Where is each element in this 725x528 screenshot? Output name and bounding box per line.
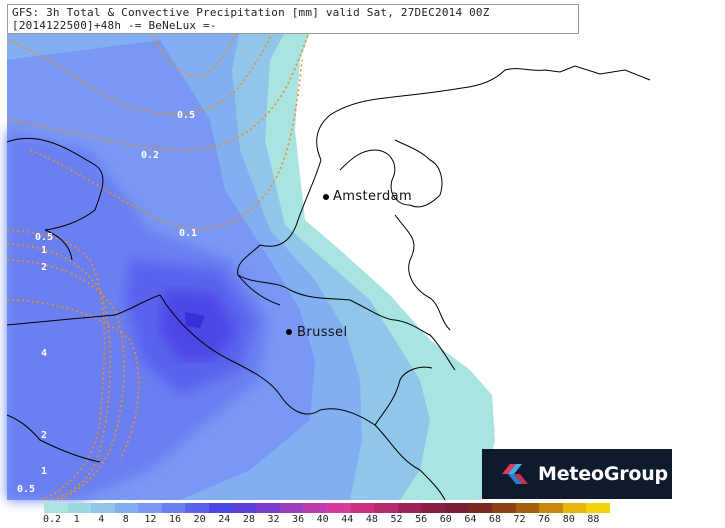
- meteogroup-logo: MeteoGroup: [482, 449, 672, 499]
- contour-label-1-west: 1: [41, 245, 48, 256]
- brussel-marker: [286, 329, 292, 335]
- legend-color-swatch: [515, 503, 540, 513]
- contour-label-2-south: 2: [41, 430, 48, 441]
- city-label-amsterdam: Amsterdam: [333, 189, 413, 204]
- contour-label-2-west: 2: [41, 262, 48, 273]
- legend-color-swatch: [421, 503, 445, 513]
- header-subtitle: [2014122500]+48h -= BeNeLux =-: [12, 19, 217, 32]
- legend-label: 68: [488, 514, 501, 525]
- legend-color-swatch: [138, 503, 162, 513]
- legend-color-swatch: [586, 503, 610, 513]
- legend-label: 80: [562, 514, 575, 525]
- legend-color-swatch: [161, 503, 186, 513]
- color-scale-labels: 0.2 1 4 8 12 16 20 24 28 32 36 40 44 48 52 56 60 64 68 72 76…: [42, 514, 610, 528]
- meteogroup-logo-icon: [502, 464, 528, 484]
- legend-color-swatch: [562, 503, 587, 513]
- legend-color-swatch: [279, 503, 304, 513]
- legend-color-swatch: [303, 503, 327, 513]
- legend-color-swatch: [209, 503, 233, 513]
- legend-color-swatch: [350, 503, 375, 513]
- coast-uk: [6, 137, 104, 231]
- border-fr-be: [159, 294, 421, 471]
- legend-label: 1: [73, 514, 80, 525]
- legend-color-swatch: [185, 503, 210, 513]
- isoline-0.5-sw: [6, 229, 106, 501]
- legend-label: 36: [292, 514, 305, 525]
- legend-label: 64: [464, 514, 477, 525]
- contour-label-4: 4: [41, 348, 48, 359]
- contour-label-0.5-south: 0.5: [17, 484, 36, 495]
- legend-color-swatch: [468, 503, 492, 513]
- map-header: GFS: 3h Total & Convective Precipitation…: [7, 4, 579, 34]
- coast-be: [237, 274, 281, 306]
- legend-color-swatch: [397, 503, 422, 513]
- city-label-brussel: Brussel: [297, 325, 348, 340]
- header-title: GFS: 3h Total & Convective Precipitation…: [12, 6, 490, 19]
- legend-color-swatch: [326, 503, 351, 513]
- legend-color-swatch: [374, 503, 398, 513]
- legend-label: 72: [513, 514, 526, 525]
- legend-label: 52: [390, 514, 403, 525]
- legend-label: 88: [587, 514, 600, 525]
- legend-label: 56: [415, 514, 428, 525]
- contour-label-0.5-north: 0.5: [177, 110, 196, 121]
- isoline-4-sw: [6, 299, 140, 461]
- legend-color-swatch: [256, 503, 280, 513]
- border-nl-be: [349, 299, 456, 371]
- legend-color-swatch: [91, 503, 115, 513]
- legend-label: 20: [193, 514, 206, 525]
- ijsselmeer: [339, 139, 443, 208]
- border-nl-de: [394, 214, 451, 331]
- legend-color-swatch: [444, 503, 469, 513]
- inland-border-sw: [6, 414, 101, 463]
- isoline-0.5-ring: [6, 3, 286, 115]
- coast-uk-south: [44, 229, 73, 261]
- legend-label: 16: [169, 514, 182, 525]
- contour-label-0.5-west: 0.5: [35, 232, 54, 243]
- legend-label: 8: [122, 514, 129, 525]
- isoline-0.1: [29, 59, 303, 230]
- legend-color-swatch: [491, 503, 516, 513]
- legend-label: 0.2: [42, 514, 62, 525]
- border-be-lu: [374, 366, 433, 426]
- isoline-1-sw: [6, 243, 111, 501]
- legend-color-swatch: [44, 503, 68, 513]
- coast-fr: [6, 294, 161, 326]
- legend-label: 12: [144, 514, 157, 525]
- legend-color-swatch: [67, 503, 92, 513]
- legend-label: 24: [218, 514, 231, 525]
- coast-north-nl: [316, 65, 651, 161]
- legend-color-swatch: [232, 503, 257, 513]
- borders: [6, 65, 651, 501]
- legend-color-swatch: [539, 503, 563, 513]
- legend-label: 44: [341, 514, 354, 525]
- legend-label: 4: [98, 514, 105, 525]
- isoline-0.2: [6, 3, 319, 151]
- meteogroup-logo-text: MeteoGroup: [538, 463, 668, 485]
- legend-label: 28: [242, 514, 255, 525]
- precipitation-field: [7, 4, 495, 500]
- coast-west-nl: [237, 159, 351, 301]
- border-lu-fr: [419, 469, 446, 501]
- contour-label-1-south: 1: [41, 466, 48, 477]
- legend-label: 60: [439, 514, 452, 525]
- legend-color-swatch: [114, 503, 139, 513]
- color-scale-bar: [44, 503, 610, 513]
- legend-label: 48: [365, 514, 378, 525]
- legend-label: 32: [267, 514, 280, 525]
- contour-label-0.1: 0.1: [179, 228, 198, 239]
- legend-label: 40: [316, 514, 329, 525]
- contour-label-0.2: 0.2: [141, 150, 160, 161]
- legend-label: 76: [538, 514, 551, 525]
- amsterdam-marker: [323, 194, 329, 200]
- precip-band-24: [185, 312, 205, 328]
